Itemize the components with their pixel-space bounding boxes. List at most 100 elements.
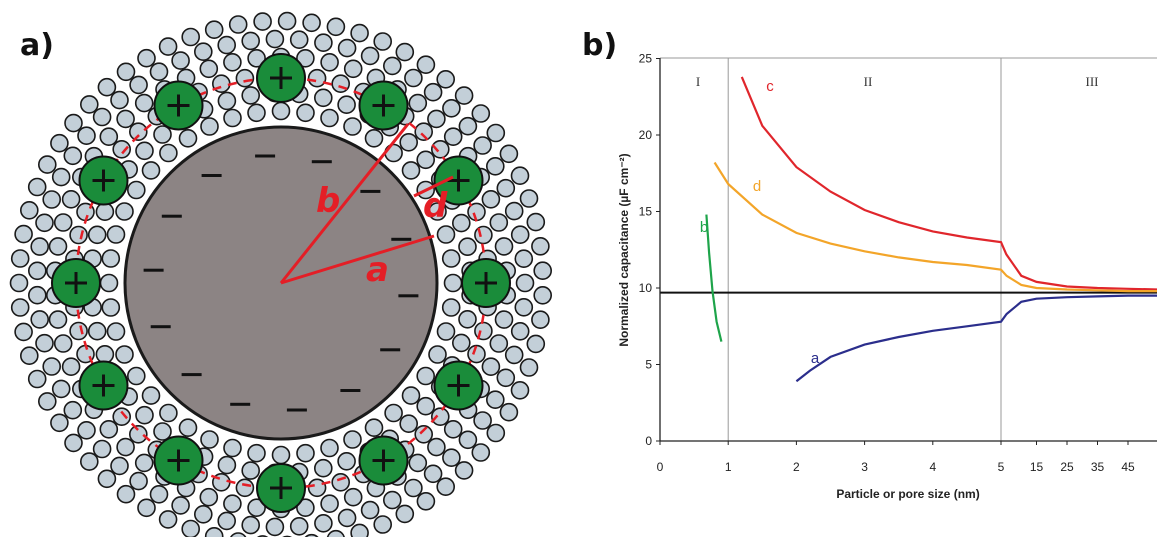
solvent-molecule [228, 15, 248, 34]
solvent-molecule [115, 202, 134, 221]
solvent-molecule [343, 117, 362, 136]
solvent-molecule [416, 366, 436, 386]
solvent-molecule [436, 477, 456, 497]
solvent-molecule [127, 180, 146, 200]
solvent-molecule [134, 93, 154, 113]
solvent-molecule [135, 405, 154, 425]
y-tick-label: 20 [639, 128, 653, 142]
solvent-molecule [519, 358, 539, 377]
negative-charge [340, 389, 361, 392]
solvent-molecule [27, 177, 47, 197]
series-line-d [713, 161, 1157, 293]
solvent-molecule [204, 527, 224, 537]
solvent-molecule [153, 125, 172, 144]
solvent-molecule [423, 82, 443, 102]
cation [78, 155, 129, 206]
solvent-molecule [296, 103, 315, 123]
negative-charge [311, 160, 332, 164]
distance-d-line [413, 175, 454, 198]
solvent-molecule [473, 411, 492, 430]
solvent-molecule [428, 202, 447, 221]
solvent-molecule [519, 189, 539, 208]
solvent-molecule [458, 237, 477, 256]
series-line-a [795, 294, 1157, 383]
solvent-molecule [247, 48, 266, 68]
solvent-molecule [199, 59, 219, 79]
solvent-molecule [116, 437, 135, 457]
solvent-molecule [217, 511, 236, 531]
solvent-molecule [97, 469, 117, 489]
cation [433, 155, 484, 206]
solvent-molecule [458, 430, 478, 450]
solvent-molecule [141, 386, 161, 405]
solvent-molecule [442, 99, 461, 118]
solvent-molecule [112, 407, 131, 427]
solvent-molecule [14, 224, 33, 244]
solvent-molecule [199, 487, 219, 507]
cation [358, 435, 409, 486]
solvent-molecule [200, 430, 219, 449]
solvent-molecule [436, 70, 456, 89]
solvent-molecule [10, 298, 30, 317]
solvent-molecule [135, 141, 154, 161]
solvent-molecule [241, 31, 260, 51]
solvent-molecule [99, 419, 119, 439]
solvent-molecule [471, 443, 491, 462]
region-labels: I II III [696, 74, 1099, 89]
solvent-molecule [436, 225, 456, 244]
solvent-molecule [489, 213, 509, 232]
solvent-molecule [30, 310, 50, 329]
x-tick-label: 25 [1060, 460, 1074, 474]
solvent-molecule [454, 461, 474, 480]
solvent-molecule [442, 448, 461, 468]
solvent-molecule [53, 213, 73, 232]
solvent-molecule [471, 104, 491, 123]
x-tick-label: 45 [1121, 460, 1135, 474]
negative-charge [150, 325, 171, 329]
solvent-molecule [504, 201, 524, 221]
solvent-molecule [395, 42, 415, 62]
solvent-molecule [19, 201, 39, 220]
solvent-molecule [106, 322, 126, 341]
solvent-molecule [289, 516, 309, 536]
solvent-molecule [496, 368, 516, 388]
solvent-molecule [451, 213, 471, 233]
solvent-molecule [320, 494, 339, 514]
solvent-molecule [63, 400, 83, 420]
solvent-molecule [499, 402, 519, 422]
panel-b-label: b) [582, 28, 618, 63]
solvent-molecule [53, 334, 73, 353]
solvent-molecule [265, 29, 285, 49]
solvent-molecule [382, 56, 402, 76]
solvent-molecule [416, 55, 436, 74]
solvent-molecule [137, 48, 156, 68]
solvent-molecule [194, 42, 213, 62]
solvent-molecule [494, 237, 514, 256]
solvent-molecule [217, 91, 237, 111]
chart-axes [659, 58, 1157, 442]
solvent-molecule [14, 322, 33, 342]
solvent-molecule [241, 515, 260, 535]
solvent-molecule [416, 150, 436, 170]
solvent-molecule [61, 357, 81, 377]
solvent-molecule [35, 333, 54, 353]
solvent-molecule [454, 86, 474, 105]
solvent-molecule [416, 396, 436, 416]
negative-charge [181, 373, 202, 377]
solvent-molecule [204, 20, 224, 40]
radius-b-line [279, 123, 410, 284]
solvent-molecule [99, 127, 119, 146]
solvent-molecule [350, 523, 369, 537]
solvent-molecule [526, 212, 546, 232]
solvated-cations [51, 53, 511, 513]
solvent-molecule [526, 334, 546, 354]
solvent-molecule [223, 438, 242, 458]
solvent-molecule [430, 407, 450, 427]
solvent-molecule [436, 322, 456, 341]
solvent-molecule [399, 414, 419, 434]
negative-charge [230, 402, 251, 406]
solvent-molecule [350, 23, 369, 43]
solvent-molecule [171, 496, 190, 515]
solvent-molecule [37, 392, 57, 411]
